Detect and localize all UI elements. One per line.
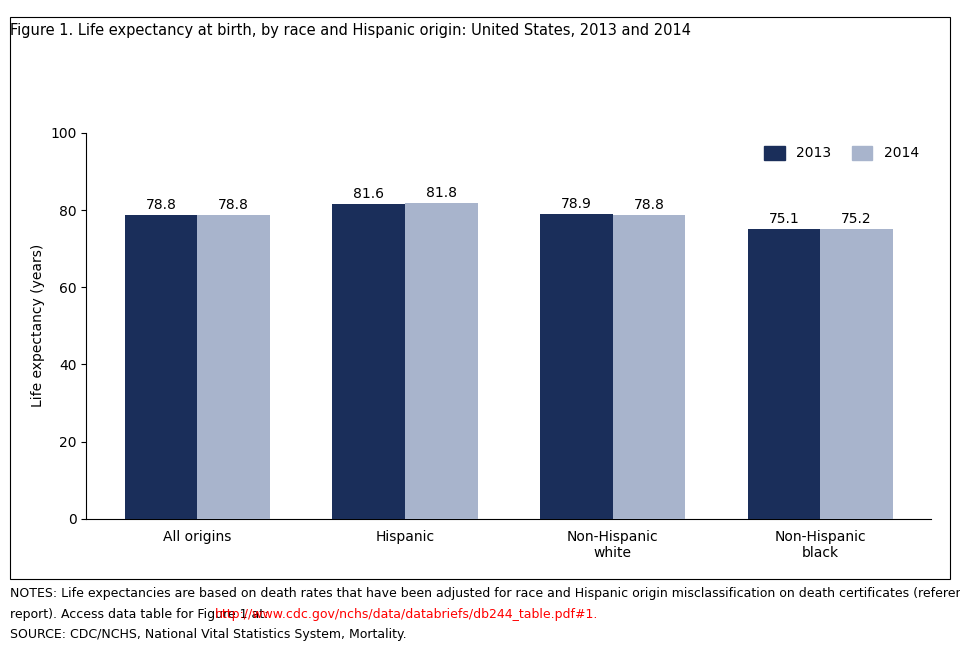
Bar xyxy=(125,215,198,519)
Text: 78.8: 78.8 xyxy=(146,198,177,211)
Text: Figure 1. Life expectancy at birth, by race and Hispanic origin: United States, : Figure 1. Life expectancy at birth, by r… xyxy=(10,23,690,39)
Text: SOURCE: CDC/NCHS, National Vital Statistics System, Mortality.: SOURCE: CDC/NCHS, National Vital Statist… xyxy=(10,628,406,642)
Text: http://www.cdc.gov/nchs/data/databriefs/db244_table.pdf#1.: http://www.cdc.gov/nchs/data/databriefs/… xyxy=(214,608,598,622)
Text: 81.8: 81.8 xyxy=(426,186,457,200)
Y-axis label: Life expectancy (years): Life expectancy (years) xyxy=(31,244,45,408)
Text: 75.2: 75.2 xyxy=(841,211,872,225)
Bar xyxy=(820,229,893,519)
Bar xyxy=(198,215,270,519)
Text: report). Access data table for Figure 1 at:: report). Access data table for Figure 1 … xyxy=(10,608,272,622)
Text: 81.6: 81.6 xyxy=(353,187,384,201)
Text: 78.8: 78.8 xyxy=(218,198,250,211)
Text: 78.8: 78.8 xyxy=(634,198,664,211)
Bar xyxy=(332,204,405,519)
Text: 75.1: 75.1 xyxy=(768,212,800,226)
Bar xyxy=(612,215,685,519)
Bar xyxy=(748,229,820,519)
Bar xyxy=(405,203,478,519)
Legend: 2013, 2014: 2013, 2014 xyxy=(758,140,924,166)
Bar xyxy=(540,214,612,519)
Text: NOTES: Life expectancies are based on death rates that have been adjusted for ra: NOTES: Life expectancies are based on de… xyxy=(10,587,960,600)
Text: 78.9: 78.9 xyxy=(561,198,591,211)
